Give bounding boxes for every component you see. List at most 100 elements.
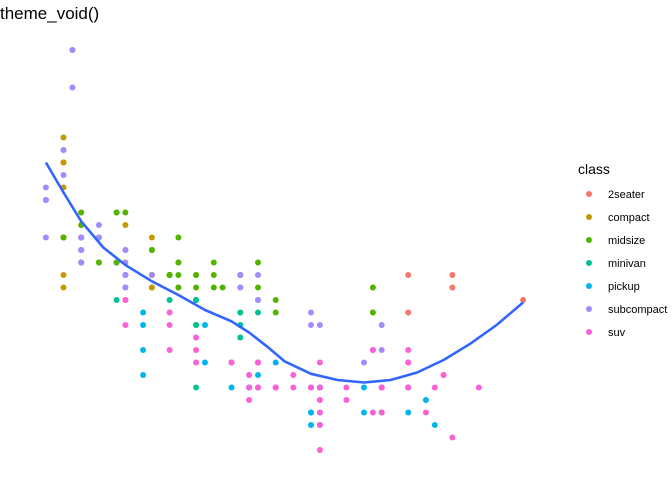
point-compact-8 xyxy=(60,284,67,291)
point-subcompact-5 xyxy=(308,322,314,328)
point-compact-26 xyxy=(60,159,67,166)
point-suv-51 xyxy=(246,397,253,403)
point-subcompact-10 xyxy=(42,234,49,241)
point-subcompact-14 xyxy=(60,147,67,153)
point-minivan-10 xyxy=(255,309,261,316)
point-midsize-26 xyxy=(175,234,182,241)
point-suv-40 xyxy=(166,309,173,316)
point-pickup-32 xyxy=(272,359,279,366)
point-2seater-4 xyxy=(520,297,527,303)
point-midsize-30 xyxy=(148,247,155,253)
point-midsize-38 xyxy=(369,284,376,291)
point-compact-7 xyxy=(60,272,67,278)
point-suv-37 xyxy=(122,297,129,303)
point-midsize-25 xyxy=(175,259,182,266)
point-suv-42 xyxy=(166,347,173,353)
point-pickup-8 xyxy=(361,409,367,416)
point-subcompact-2 xyxy=(255,272,261,278)
point-midsize-36 xyxy=(175,284,182,291)
point-suv-52 xyxy=(316,359,323,366)
point-2seater-1 xyxy=(405,309,412,316)
point-subcompact-31 xyxy=(316,322,323,328)
point-2seater-0 xyxy=(405,272,412,278)
point-pickup-7 xyxy=(361,384,367,391)
point-minivan-1 xyxy=(166,297,173,303)
point-pickup-31 xyxy=(202,322,208,328)
point-midsize-20 xyxy=(113,209,120,216)
point-minivan-9 xyxy=(237,309,244,316)
point-suv-35 xyxy=(290,384,297,391)
smooth-layer xyxy=(44,161,524,384)
point-midsize-37 xyxy=(272,297,279,303)
point-subcompact-27 xyxy=(78,259,85,266)
point-subcompact-20 xyxy=(122,247,129,253)
legend: class 2seater compact midsize minivan pickup s… xyxy=(578,161,667,339)
point-suv-53 xyxy=(378,409,385,416)
point-suv-41 xyxy=(166,322,173,328)
point-midsize-5 xyxy=(175,272,182,278)
point-subcompact-33 xyxy=(122,284,129,291)
point-compact-36 xyxy=(148,284,155,291)
point-midsize-19 xyxy=(95,259,102,266)
point-pickup-23 xyxy=(140,322,147,328)
point-subcompact-0 xyxy=(237,272,244,278)
point-subcompact-12 xyxy=(60,172,67,178)
point-midsize-33 xyxy=(113,259,120,266)
point-suv-12 xyxy=(405,384,412,391)
point-pickup-9 xyxy=(405,409,412,416)
point-midsize-1 xyxy=(60,234,67,241)
point-suv-6 xyxy=(405,347,412,353)
point-minivan-3 xyxy=(193,322,200,328)
point-pickup-30 xyxy=(140,372,147,378)
point-pickup-19 xyxy=(308,422,314,428)
point-suv-17 xyxy=(343,384,350,391)
point-suv-43 xyxy=(246,372,253,378)
point-pickup-29 xyxy=(431,422,438,428)
point-suv-9 xyxy=(316,447,323,453)
point-suv-45 xyxy=(255,384,261,391)
point-midsize-34 xyxy=(255,284,261,291)
point-subcompact-30 xyxy=(361,359,367,366)
point-pickup-22 xyxy=(140,309,147,316)
point-suv-50 xyxy=(449,434,456,441)
point-subcompact-22 xyxy=(95,222,102,228)
point-subcompact-16 xyxy=(69,84,76,91)
legend-key-minivan xyxy=(586,260,592,266)
legend-label-midsize: midsize xyxy=(608,235,645,247)
point-pickup-24 xyxy=(202,359,208,366)
point-subcompact-7 xyxy=(42,184,49,191)
point-suv-48 xyxy=(405,359,412,366)
point-suv-44 xyxy=(255,359,261,366)
point-suv-47 xyxy=(316,409,323,416)
point-2seater-3 xyxy=(449,284,456,291)
point-midsize-27 xyxy=(122,209,129,216)
point-suv-34 xyxy=(422,409,429,416)
legend-key-2seater xyxy=(586,191,592,197)
point-suv-46 xyxy=(316,422,323,428)
point-midsize-14 xyxy=(210,284,217,291)
point-suv-11 xyxy=(316,384,323,391)
points-layer xyxy=(42,47,527,453)
point-midsize-40 xyxy=(219,284,226,291)
legend-key-midsize xyxy=(586,237,592,243)
point-subcompact-29 xyxy=(378,322,385,328)
point-pickup-0 xyxy=(228,384,235,391)
point-subcompact-32 xyxy=(122,272,129,278)
point-suv-4 xyxy=(431,384,438,391)
point-2seater-2 xyxy=(449,272,456,278)
point-compact-34 xyxy=(122,222,129,228)
point-midsize-23 xyxy=(166,272,173,278)
legend-label-2seater: 2seater xyxy=(608,189,645,201)
point-midsize-17 xyxy=(369,309,376,316)
legend-label-minivan: minivan xyxy=(608,258,646,270)
point-pickup-25 xyxy=(255,372,261,378)
legend-label-suv: suv xyxy=(608,327,626,339)
point-suv-7 xyxy=(369,347,376,353)
point-subcompact-3 xyxy=(255,297,261,303)
point-minivan-6 xyxy=(193,384,200,391)
point-suv-33 xyxy=(246,384,253,391)
legend-label-compact: compact xyxy=(608,212,650,224)
point-subcompact-19 xyxy=(78,234,85,241)
point-midsize-10 xyxy=(193,284,200,291)
point-pickup-18 xyxy=(308,409,314,416)
